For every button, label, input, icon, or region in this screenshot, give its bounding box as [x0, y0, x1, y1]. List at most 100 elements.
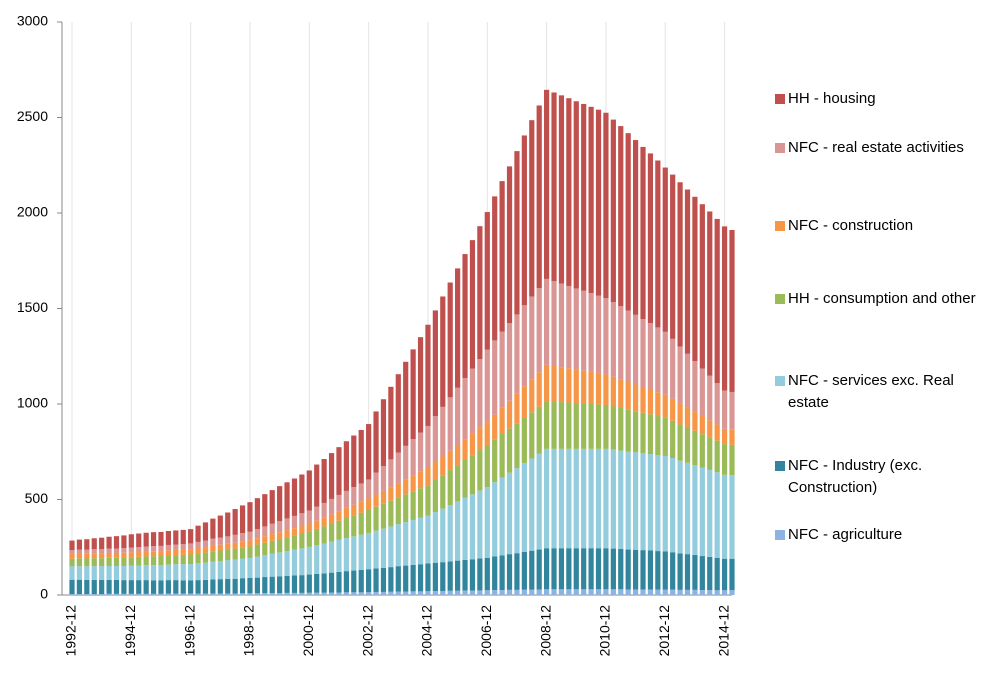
bar-segment — [477, 359, 483, 428]
bar-segment — [573, 101, 579, 289]
bar-segment — [536, 105, 542, 289]
bar-segment — [121, 580, 127, 594]
bar-segment — [544, 89, 550, 279]
bar-segment — [573, 403, 579, 449]
bar-segment — [106, 557, 112, 566]
bar-segment — [239, 541, 246, 548]
bar-segment — [277, 576, 283, 594]
bar-segment — [440, 590, 446, 595]
bar-segment — [610, 589, 616, 595]
bar-segment — [632, 589, 639, 595]
bar-segment — [247, 546, 253, 558]
bar-segment — [99, 579, 105, 595]
bar-segment — [618, 379, 624, 409]
bar-segment — [684, 353, 691, 408]
bar-segment — [670, 552, 676, 590]
bar-segment — [655, 589, 661, 595]
bar-segment — [314, 506, 320, 521]
legend-label: NFC - Industry (exc. Construction) — [788, 457, 923, 496]
bar-segment — [544, 278, 550, 365]
bar-segment — [595, 109, 602, 296]
legend-label: HH - housing — [788, 90, 876, 107]
bar-segment — [373, 472, 379, 495]
bar-segment — [195, 525, 201, 542]
bar-segment — [640, 589, 646, 595]
bar-segment — [425, 591, 431, 595]
legend-swatch — [775, 376, 785, 386]
legend-swatch — [775, 221, 785, 231]
bar-segment — [432, 590, 438, 595]
bar-segment — [336, 592, 342, 595]
bar-segment — [239, 505, 246, 534]
bar-segment — [588, 293, 594, 372]
x-tick-label: 2012-12 — [656, 605, 672, 657]
bar-segment — [277, 532, 283, 540]
bar-segment — [647, 323, 654, 390]
bar-segment — [410, 491, 416, 520]
x-tick-label: 2004-12 — [419, 605, 435, 657]
legend-swatch — [775, 530, 785, 540]
bar-segment — [410, 564, 416, 592]
bar-segment — [106, 565, 112, 580]
x-tick-label: 2002-12 — [359, 605, 375, 657]
bar-segment — [558, 448, 565, 549]
bar-segment — [373, 506, 379, 531]
x-tick-label: 2000-12 — [300, 605, 316, 657]
bar-segment — [91, 594, 97, 595]
bar-segment — [677, 553, 683, 590]
legend-swatch — [775, 94, 785, 104]
bar-segment — [195, 541, 201, 549]
bar-segment — [380, 528, 387, 568]
bar-segment — [566, 285, 572, 369]
bar-segment — [188, 554, 194, 565]
bar-segment — [707, 211, 713, 376]
bar-segment — [714, 383, 720, 425]
bar-segment — [647, 454, 654, 551]
bar-segment — [462, 497, 468, 560]
bar-segment — [499, 331, 505, 408]
bar-segment — [225, 593, 231, 595]
legend-item: NFC - construction — [775, 215, 990, 237]
bar-segment — [277, 593, 283, 595]
bar-segment — [195, 593, 201, 595]
bar-segment — [395, 483, 401, 498]
bar-segment — [684, 589, 691, 595]
bar-segment — [492, 556, 498, 591]
bar-segment — [432, 462, 438, 481]
bar-segment — [217, 544, 223, 551]
bar-segment — [662, 455, 668, 552]
bar-segment — [714, 440, 720, 473]
bar-segment — [128, 580, 134, 594]
bar-segment — [173, 549, 179, 556]
bar-segment — [373, 530, 379, 569]
bar-segment — [336, 494, 342, 512]
bar-segment — [625, 549, 631, 590]
bar-segment — [647, 589, 654, 595]
bar-segment — [625, 310, 631, 383]
bar-segment — [195, 548, 201, 554]
bar-segment — [351, 592, 357, 595]
bar-segment — [403, 445, 409, 480]
bar-segment — [113, 557, 120, 566]
bar-segment — [499, 477, 505, 556]
bar-segment — [477, 427, 483, 451]
bar-segment — [69, 540, 75, 551]
bar-segment — [469, 494, 476, 560]
bar-segment — [202, 593, 209, 595]
bar-segment — [91, 553, 97, 559]
bar-segment — [640, 146, 646, 320]
bar-segment — [128, 552, 134, 558]
bar-segment — [699, 434, 705, 468]
bar-segment — [217, 537, 223, 545]
bar-segment — [232, 578, 238, 594]
bar-segment — [217, 515, 223, 538]
bar-segment — [484, 422, 490, 446]
bar-segment — [707, 590, 713, 595]
bar-segment — [291, 515, 298, 529]
bar-segment — [269, 576, 275, 594]
bar-segment — [262, 536, 268, 543]
bar-segment — [76, 553, 83, 559]
bar-segment — [410, 519, 416, 565]
bar-segment — [492, 340, 498, 415]
bar-segment — [76, 579, 83, 595]
